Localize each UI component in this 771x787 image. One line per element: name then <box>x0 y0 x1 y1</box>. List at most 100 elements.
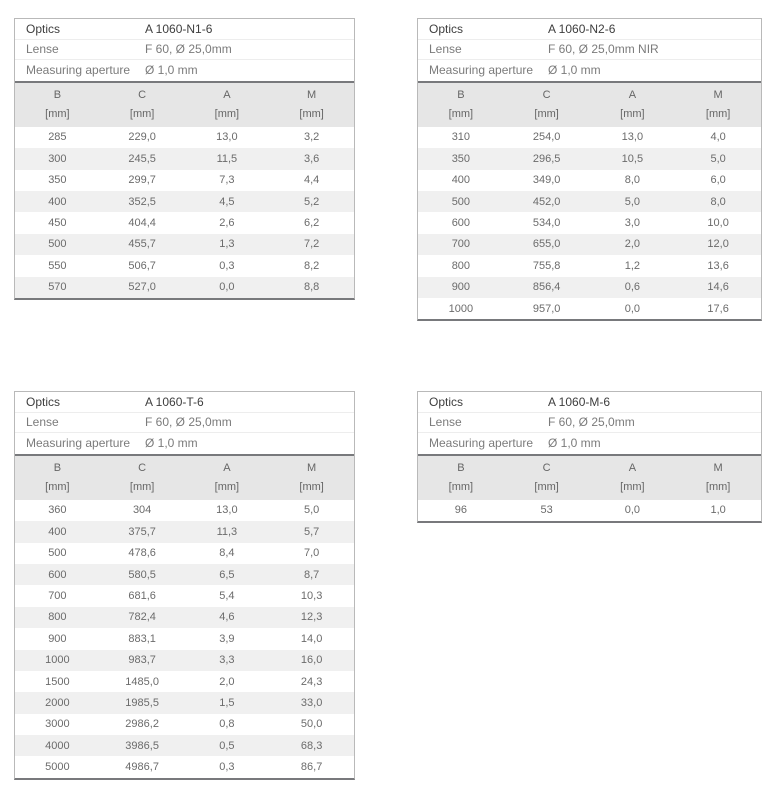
meta-row-aperture: Measuring aperture Ø 1,0 mm <box>15 433 354 454</box>
cell: 8,4 <box>219 547 235 560</box>
column-units-row: [mm] [mm] [mm] [mm] <box>418 477 761 500</box>
lense-label: Lense <box>429 42 462 57</box>
cell: 400 <box>48 525 67 538</box>
optics-label: Optics <box>26 394 61 409</box>
aperture-label: Measuring aperture <box>429 436 534 451</box>
cell: 13,0 <box>621 131 644 144</box>
aperture-value: Ø 1,0 mm <box>145 436 198 451</box>
cell: 700 <box>451 238 471 251</box>
measurement-table: B C A M [mm] [mm] [mm] [mm] 96 53 0,0 1,0 <box>418 455 761 521</box>
cell: 10,5 <box>621 152 644 165</box>
column-letters-row: B C A M <box>15 82 354 105</box>
cell: 285 <box>48 131 67 144</box>
optics-value: A 1060-N1-6 <box>145 21 213 36</box>
lense-label: Lense <box>429 415 462 430</box>
col-unit-a: [mm] <box>184 477 270 500</box>
cell: 500 <box>48 547 67 560</box>
cell: 310 <box>451 131 471 144</box>
cell: 500 <box>48 238 67 251</box>
cell: 5,7 <box>303 525 320 538</box>
cell: 254,0 <box>532 131 561 144</box>
table-row: 96 53 0,0 1,0 <box>418 500 761 521</box>
cell: 655,0 <box>532 238 561 251</box>
cell: 5,0 <box>624 195 641 208</box>
col-unit-b: [mm] <box>15 477 100 500</box>
table-row: 300 245,5 11,5 3,6 <box>15 148 354 170</box>
cell: 50,0 <box>300 718 323 731</box>
cell: 2000 <box>45 696 70 709</box>
table-row: 350 299,7 7,3 4,4 <box>15 170 354 191</box>
cell: 10,3 <box>300 590 323 603</box>
cell: 506,7 <box>128 259 156 272</box>
cell: 700 <box>48 590 67 603</box>
cell: 1985,5 <box>125 696 159 709</box>
cell: 53 <box>540 504 553 517</box>
cell: 4,5 <box>219 195 235 208</box>
cell: 883,1 <box>128 632 156 645</box>
table-row: 1000 983,7 3,3 16,0 <box>15 649 354 671</box>
cell: 8,8 <box>303 281 320 294</box>
cell: 296,5 <box>532 152 561 165</box>
col-unit-m: [mm] <box>675 104 761 127</box>
meta-row-optics: Optics A 1060-M-6 <box>418 392 761 413</box>
cell: 478,6 <box>128 547 156 560</box>
cell: 3,6 <box>303 152 320 165</box>
optics-spec-panel-m: Optics A 1060-M-6 Lense F 60, Ø 25,0mm M… <box>417 391 762 524</box>
measurement-table: B C A M [mm] [mm] [mm] [mm] 360 304 13,0 5,… <box>15 455 354 778</box>
cell: 570 <box>48 281 67 294</box>
lense-value: F 60, Ø 25,0mm <box>145 42 232 57</box>
col-header-b: B <box>15 82 100 105</box>
table-head: B C A M [mm] [mm] [mm] [mm] <box>418 455 761 500</box>
table-row: 4000 3986,5 0,5 68,3 <box>15 735 354 757</box>
cell: 4,0 <box>710 131 726 144</box>
lense-value: F 60, Ø 25,0mm <box>548 415 635 430</box>
cell: 5000 <box>45 761 70 774</box>
table-head: B C A M [mm] [mm] [mm] [mm] <box>15 82 354 127</box>
table-row: 700 655,0 2,0 12,0 <box>418 233 761 256</box>
cell: 600 <box>48 568 67 581</box>
cell: 500 <box>451 195 471 208</box>
col-header-b: B <box>418 455 504 478</box>
col-header-a: A <box>589 455 676 478</box>
cell: 1,5 <box>219 696 235 709</box>
cell: 3,9 <box>219 632 235 645</box>
cell: 12,0 <box>707 238 729 251</box>
meta-row-lense: Lense F 60, Ø 25,0mm <box>15 40 354 61</box>
table-body: 310 254,0 13,0 4,0 350 296,5 10,5 5,0 400 349,0 8,… <box>418 127 761 320</box>
optics-label: Optics <box>429 21 464 36</box>
cell: 8,0 <box>624 174 641 187</box>
cell: 13,6 <box>707 259 729 272</box>
cell: 4986,7 <box>125 761 159 774</box>
cell: 349,0 <box>532 174 561 187</box>
cell: 360 <box>48 504 67 517</box>
table-head: B C A M [mm] [mm] [mm] [mm] <box>418 82 761 127</box>
lense-label: Lense <box>26 415 59 430</box>
table-row: 570 527,0 0,0 8,8 <box>15 276 354 298</box>
cell: 5,4 <box>219 590 235 603</box>
col-unit-b: [mm] <box>418 477 504 500</box>
table-row: 800 755,8 1,2 13,6 <box>418 255 761 276</box>
col-header-c: C <box>99 455 185 478</box>
cell: 3,0 <box>624 217 641 230</box>
cell: 534,0 <box>532 217 561 230</box>
column-units-row: [mm] [mm] [mm] [mm] <box>15 104 354 127</box>
cell: 299,7 <box>128 174 156 187</box>
table-row: 400 349,0 8,0 6,0 <box>418 170 761 191</box>
table-row: 600 534,0 3,0 10,0 <box>418 212 761 233</box>
cell: 4,6 <box>219 611 235 624</box>
col-unit-a: [mm] <box>589 104 676 127</box>
cell: 11,3 <box>216 525 238 538</box>
col-unit-a: [mm] <box>589 477 676 500</box>
cell: 68,3 <box>300 739 323 752</box>
cell: 1500 <box>45 675 70 688</box>
panel-meta: Optics A 1060-M-6 Lense F 60, Ø 25,0mm M… <box>418 392 761 456</box>
cell: 400 <box>451 174 471 187</box>
col-unit-m: [mm] <box>269 104 354 127</box>
cell: 800 <box>451 259 471 272</box>
cell: 33,0 <box>300 696 323 709</box>
col-header-a: A <box>589 82 676 105</box>
panel-meta: Optics A 1060-N1-6 Lense F 60, Ø 25,0mm … <box>15 19 354 83</box>
table-row: 500 452,0 5,0 8,0 <box>418 190 761 213</box>
col-unit-c: [mm] <box>503 104 590 127</box>
cell: 86,7 <box>300 761 323 774</box>
